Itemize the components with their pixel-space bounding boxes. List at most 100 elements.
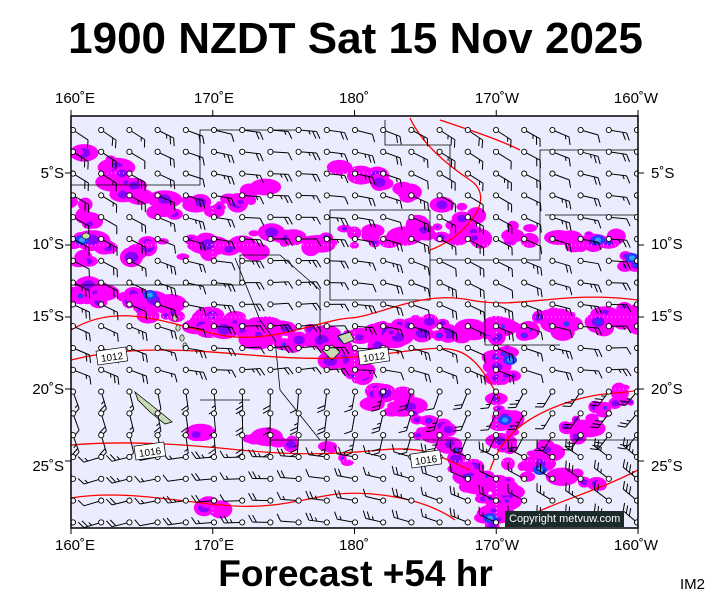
rain-cell-moderate — [414, 433, 422, 438]
wind-barb-station-icon — [351, 323, 359, 330]
wind-barb-station-icon — [605, 410, 612, 417]
wind-barb — [507, 391, 525, 409]
wind-barb-station-icon — [71, 432, 77, 439]
boundary-line — [71, 254, 321, 340]
wind-barb-station-icon — [521, 279, 528, 286]
wind-barb-station-icon — [380, 432, 387, 439]
wind-barb-station-icon — [182, 301, 189, 308]
wind-barb-station-icon — [492, 410, 500, 417]
svg-text:1012: 1012 — [100, 351, 124, 365]
isobar-line — [439, 119, 521, 151]
lat-label-right-10s: 10˚S — [651, 236, 683, 253]
wind-barb-station-icon — [577, 279, 584, 286]
wind-barb-station-icon — [633, 453, 638, 461]
rain-cell-moderate — [371, 240, 378, 246]
wind-barb-station-icon — [98, 497, 105, 504]
wind-barb-station-icon — [267, 170, 274, 177]
wind-barb-station-icon — [210, 148, 218, 155]
wind-barb-station-icon — [492, 148, 500, 155]
wind-barb-station-icon — [436, 170, 443, 177]
wind-barb-station-icon — [182, 432, 189, 439]
vanuatu-island — [179, 334, 185, 342]
wind-barb-station-icon — [295, 214, 302, 221]
wind-barb-station-icon — [126, 453, 133, 461]
rain-cell — [392, 181, 414, 196]
rain-cell — [349, 241, 359, 249]
wind-barb-station-icon — [380, 257, 387, 264]
svg-text:1012: 1012 — [362, 351, 386, 365]
wind-barb-station-icon — [154, 214, 161, 221]
wind-barb-station-icon — [182, 126, 189, 134]
wind-barb-station-icon — [295, 519, 302, 526]
wind-barb-station-icon — [267, 301, 274, 308]
wind-barb-station-icon — [71, 235, 77, 243]
wind-barb-station-icon — [633, 344, 638, 352]
wind-barb-station-icon — [521, 366, 528, 373]
wind-barb-station-icon — [492, 126, 500, 134]
rain-cell-heavy — [502, 352, 506, 356]
wind-barb-station-icon — [380, 453, 387, 461]
wind-barb-station-icon — [549, 170, 556, 177]
wind-barb-station-icon — [71, 497, 77, 504]
isobar-line — [71, 492, 456, 521]
rain-cell-extreme — [147, 292, 153, 298]
wind-barb-station-icon — [436, 497, 443, 504]
wind-barb-station-icon — [71, 519, 77, 526]
wind-barb-station-icon — [380, 301, 387, 308]
wind-barb-station-icon — [210, 475, 218, 482]
wind-barb-station-icon — [633, 279, 638, 286]
wind-barb-station-icon — [210, 388, 218, 395]
wind-barb-station-icon — [323, 301, 330, 308]
wind-barb-station-icon — [436, 235, 443, 243]
isobar-line — [71, 347, 501, 401]
wind-barb-station-icon — [126, 497, 133, 504]
rain-cell-heavy — [594, 319, 602, 325]
wind-barb-station-icon — [521, 388, 528, 395]
wind-barb-station-icon — [408, 170, 415, 177]
wind-barb-station-icon — [521, 301, 528, 308]
wind-barb-station-icon — [549, 214, 556, 221]
wind-barb-station-icon — [210, 214, 218, 221]
wind-barb-station-icon — [98, 148, 105, 155]
wind-barb-station-icon — [492, 432, 500, 439]
wind-barb-station-icon — [126, 257, 133, 264]
wind-barb-station-icon — [605, 475, 612, 482]
vanuatu-island — [175, 324, 181, 332]
wind-barb-station-icon — [126, 519, 133, 526]
wind-barb-station-icon — [323, 497, 330, 504]
wind-barb-station-icon — [210, 432, 218, 439]
wind-barb-station-icon — [380, 126, 387, 134]
wind-barb-station-icon — [351, 214, 359, 221]
wind-barb-station-icon — [98, 170, 105, 177]
wind-barb-station-icon — [182, 453, 189, 461]
wind-barb-station-icon — [295, 432, 302, 439]
wind-barb-station-icon — [154, 301, 161, 308]
wind-barb-station-icon — [605, 497, 612, 504]
wind-barb-station-icon — [267, 214, 274, 221]
wind-barb-station-icon — [126, 170, 133, 177]
wind-barb-station-icon — [521, 192, 528, 199]
wind-barb-station-icon — [267, 410, 274, 417]
wind-barb-station-icon — [182, 475, 189, 482]
wind-barb-station-icon — [549, 497, 556, 504]
wind-barb-station-icon — [549, 279, 556, 286]
rain-cell-moderate — [194, 197, 207, 207]
new-caledonia-island — [134, 390, 173, 425]
rain-cell — [446, 231, 469, 246]
wind-barb-station-icon — [295, 235, 302, 243]
rain-cell-moderate — [443, 425, 454, 434]
wind-barb-station-icon — [267, 235, 274, 243]
wind-barb-station-icon — [98, 192, 105, 199]
wind-barb-station-icon — [323, 235, 330, 243]
wind-barb-station-icon — [210, 366, 218, 373]
wind-barb — [636, 367, 638, 371]
lon-label-top-170e: 170˚E — [193, 90, 235, 107]
wind-barb-station-icon — [380, 214, 387, 221]
wind-barb-station-icon — [408, 257, 415, 264]
wind-barb-station-icon — [267, 432, 274, 439]
rain-cell — [75, 207, 92, 224]
rain-cell-heavy — [426, 418, 431, 423]
wind-barbs — [71, 126, 638, 528]
wind-barb-station-icon — [239, 214, 246, 221]
rain-cell — [526, 450, 538, 457]
